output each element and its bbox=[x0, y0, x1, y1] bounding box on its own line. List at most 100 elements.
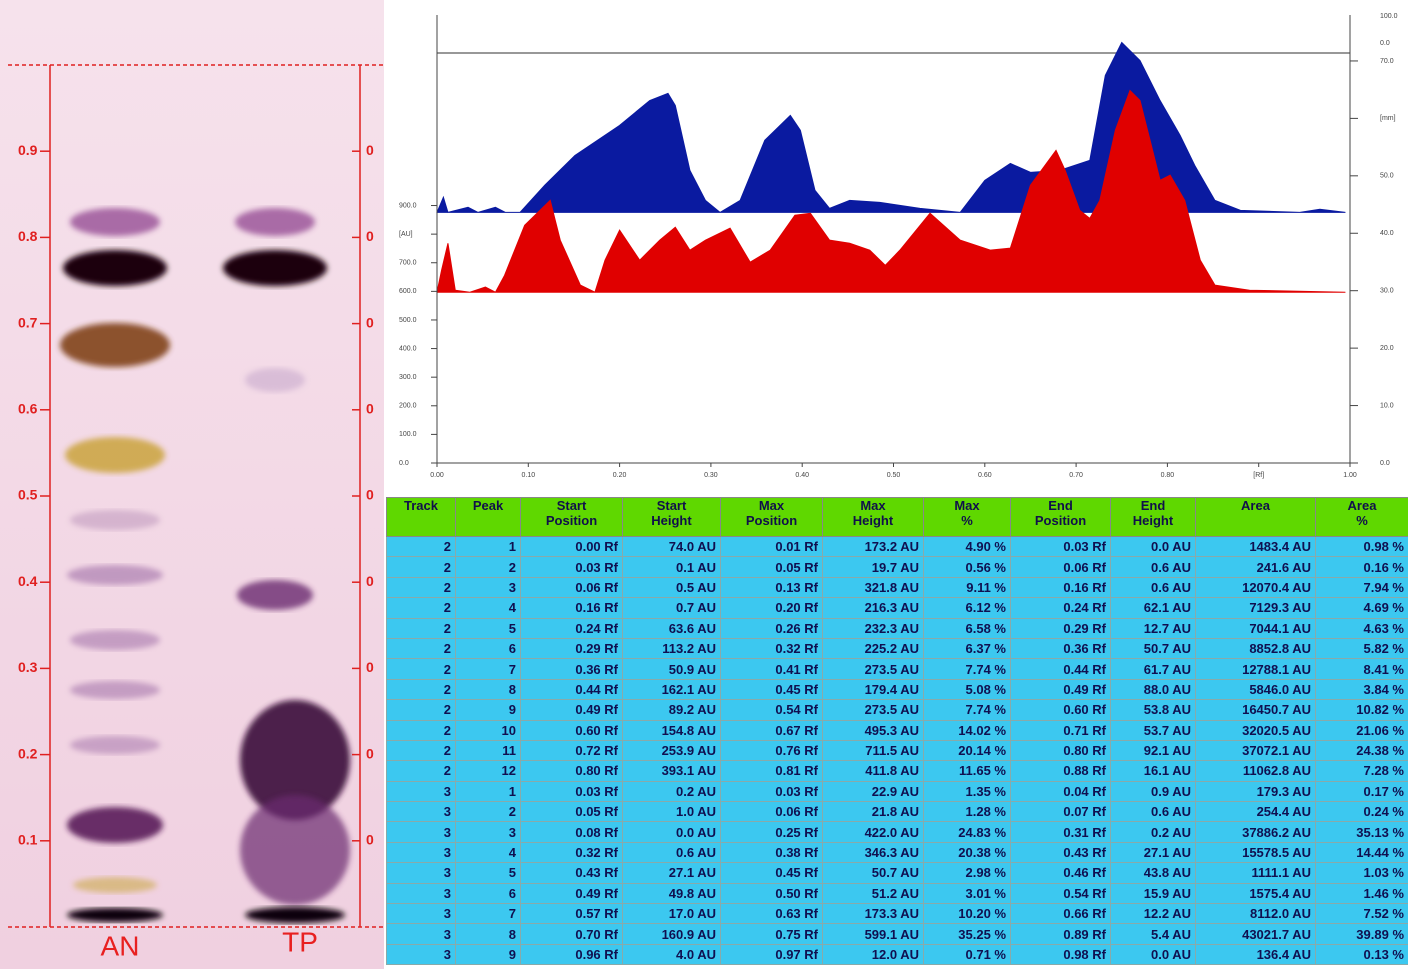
table-cell: 0.71 Rf bbox=[1010, 719, 1111, 741]
table-cell: 4.90 % bbox=[923, 535, 1011, 558]
plate-tick-label: 0 bbox=[366, 659, 374, 675]
table-cell: 8852.8 AU bbox=[1195, 637, 1316, 660]
plate-band bbox=[70, 736, 160, 754]
table-cell: 89.2 AU bbox=[622, 699, 721, 721]
table-body: 2 1 0.00 Rf 74.0 AU 0.01 Rf 173.2 AU 4.90 % 0.0… bbox=[386, 535, 1408, 966]
table-row: 2 3 0.06 Rf 0.5 AU 0.13 Rf 321.8 AU 9.11 % 0.16… bbox=[386, 576, 1408, 599]
plate-band bbox=[67, 908, 163, 922]
table-cell: 62.1 AU bbox=[1110, 597, 1196, 619]
table-cell: 0.45 Rf bbox=[720, 678, 823, 701]
x-tick-label: 0.10 bbox=[521, 472, 535, 479]
table-cell: 1.35 % bbox=[923, 780, 1011, 803]
table-cell: 0.03 Rf bbox=[720, 780, 823, 803]
table-row: 2 7 0.36 Rf 50.9 AU 0.41 Rf 273.5 AU 7.74 % 0.4… bbox=[386, 658, 1408, 680]
plate-band bbox=[235, 208, 315, 236]
plate-tick-label: 0 bbox=[366, 832, 374, 848]
plate-band bbox=[73, 877, 157, 893]
y-tick-label: 900.0 bbox=[399, 202, 417, 209]
y-tick-label: 500.0 bbox=[399, 317, 417, 324]
plate-band bbox=[245, 368, 305, 392]
table-cell: 8112.0 AU bbox=[1195, 903, 1316, 925]
table-cell: 3 bbox=[386, 903, 456, 925]
header-line: Position bbox=[545, 513, 598, 528]
table-cell: 8 bbox=[455, 923, 521, 945]
table-cell: 0.6 AU bbox=[1110, 556, 1196, 578]
table-cell: 7.52 % bbox=[1315, 903, 1408, 925]
table-cell: 88.0 AU bbox=[1110, 678, 1196, 701]
table-cell: 39.89 % bbox=[1315, 923, 1408, 945]
table-cell: 24.38 % bbox=[1315, 739, 1408, 762]
table-cell: 0.2 AU bbox=[1110, 821, 1196, 843]
table-cell: 5.82 % bbox=[1315, 637, 1408, 660]
column-header: Start Position bbox=[520, 497, 623, 537]
peak-table: Track Peak Start Position Start Height Max Posi… bbox=[386, 497, 1408, 966]
table-cell: 0.0 AU bbox=[1110, 943, 1196, 966]
table-row: 3 2 0.05 Rf 1.0 AU 0.06 Rf 21.8 AU 1.28 % 0.07 … bbox=[386, 801, 1408, 823]
header-line: Position bbox=[1034, 513, 1087, 528]
table-cell: 0.76 Rf bbox=[720, 739, 823, 762]
column-header: End Position bbox=[1010, 497, 1111, 537]
table-cell: 7129.3 AU bbox=[1195, 597, 1316, 619]
table-cell: 16.1 AU bbox=[1110, 760, 1196, 782]
header-line: Area bbox=[1347, 498, 1377, 513]
table-cell: 160.9 AU bbox=[622, 923, 721, 945]
y-tick-label: [AU] bbox=[399, 231, 413, 238]
table-cell: 0.80 Rf bbox=[1010, 739, 1111, 762]
table-cell: 11062.8 AU bbox=[1195, 760, 1316, 782]
table-row: 3 4 0.32 Rf 0.6 AU 0.38 Rf 346.3 AU 20.38 % 0.4… bbox=[386, 841, 1408, 864]
table-cell: 7.74 % bbox=[923, 699, 1011, 721]
table-cell: 12788.1 AU bbox=[1195, 658, 1316, 680]
table-cell: 43021.7 AU bbox=[1195, 923, 1316, 945]
table-cell: 0.06 Rf bbox=[720, 801, 823, 823]
table-cell: 0.01 Rf bbox=[720, 535, 823, 558]
table-cell: 4.69 % bbox=[1315, 597, 1408, 619]
table-row: 2 1 0.00 Rf 74.0 AU 0.01 Rf 173.2 AU 4.90 % 0.0… bbox=[386, 535, 1408, 558]
table-cell: 6.12 % bbox=[923, 597, 1011, 619]
table-cell: 173.2 AU bbox=[822, 535, 924, 558]
header-line: Max bbox=[758, 498, 785, 513]
table-row: 3 1 0.03 Rf 0.2 AU 0.03 Rf 22.9 AU 1.35 % 0.04 … bbox=[386, 780, 1408, 803]
table-cell: 0.05 Rf bbox=[720, 556, 823, 578]
table-cell: 19.7 AU bbox=[822, 556, 924, 578]
plate-band bbox=[70, 510, 160, 530]
table-cell: 0.16 Rf bbox=[1010, 576, 1111, 599]
plate-tick-label: 0.2 bbox=[18, 745, 38, 761]
table-row: 3 9 0.96 Rf 4.0 AU 0.97 Rf 12.0 AU 0.71 % 0.98 … bbox=[386, 943, 1408, 966]
table-cell: 0.1 AU bbox=[622, 556, 721, 578]
plate-tick-label: 0 bbox=[366, 228, 374, 244]
table-cell: 273.5 AU bbox=[822, 699, 924, 721]
table-cell: 24.83 % bbox=[923, 821, 1011, 843]
table-cell: 0.54 Rf bbox=[720, 699, 823, 721]
table-row: 3 5 0.43 Rf 27.1 AU 0.45 Rf 50.7 AU 2.98 % 0.46… bbox=[386, 862, 1408, 884]
x-tick-label: 0.40 bbox=[795, 472, 809, 479]
table-cell: 0.88 Rf bbox=[1010, 760, 1111, 782]
table-cell: 0.03 Rf bbox=[520, 780, 623, 803]
table-cell: 11.65 % bbox=[923, 760, 1011, 782]
table-cell: 4.63 % bbox=[1315, 617, 1408, 639]
column-header: Area bbox=[1195, 497, 1316, 537]
table-cell: 0.13 % bbox=[1315, 943, 1408, 966]
header-line: Track bbox=[404, 498, 438, 513]
table-cell: 7 bbox=[455, 903, 521, 925]
header-row: Track Peak Start Position Start Height Max Posi… bbox=[386, 497, 1408, 537]
table-row: 3 6 0.49 Rf 49.8 AU 0.50 Rf 51.2 AU 3.01 % 0.54… bbox=[386, 882, 1408, 905]
plate-tick-label: 0.6 bbox=[18, 401, 38, 417]
table-cell: 5.4 AU bbox=[1110, 923, 1196, 945]
table-cell: 0.36 Rf bbox=[1010, 637, 1111, 660]
header-line: Max bbox=[954, 498, 980, 513]
column-header: Max Position bbox=[720, 497, 823, 537]
table-cell: 3 bbox=[386, 923, 456, 945]
table-cell: 10.82 % bbox=[1315, 699, 1408, 721]
table-cell: 113.2 AU bbox=[622, 637, 721, 660]
table-cell: 0.7 AU bbox=[622, 597, 721, 619]
column-header: Max Height bbox=[822, 497, 924, 537]
plate-bands bbox=[60, 208, 350, 923]
table-cell: 0.70 Rf bbox=[520, 923, 623, 945]
table-cell: 3 bbox=[386, 841, 456, 864]
table-cell: 495.3 AU bbox=[822, 719, 924, 741]
table-cell: 0.31 Rf bbox=[1010, 821, 1111, 843]
header-line: Height bbox=[1132, 513, 1174, 528]
plate-tick-label: 0 bbox=[366, 745, 374, 761]
table-cell: 0.0 AU bbox=[1110, 535, 1196, 558]
